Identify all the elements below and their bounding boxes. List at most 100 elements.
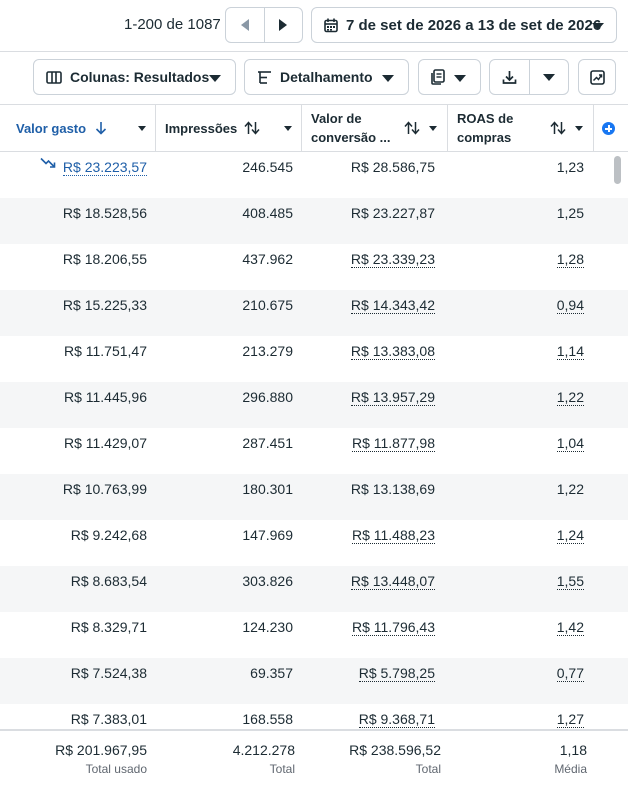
cell-impressions: 246.545 — [242, 159, 293, 175]
table-row: R$ 9.242,68 147.969 R$ 11.488,23 1,24 — [0, 520, 628, 566]
export-button-group — [489, 59, 569, 95]
table-row: R$ 18.206,55 437.962 R$ 23.339,23 1,28 — [0, 244, 628, 290]
cell-spend: R$ 7.524,38 — [70, 665, 147, 681]
header-line: conversão ... — [311, 130, 391, 145]
column-header-roas[interactable]: ROAS de compras — [448, 105, 593, 151]
cell-spend: R$ 8.329,71 — [70, 619, 147, 635]
cell-roas[interactable]: 1,14 — [556, 343, 584, 360]
breakdown-button[interactable]: Detalhamento — [244, 59, 409, 95]
cell-conversion-value[interactable]: R$ 11.796,43 — [351, 619, 435, 636]
cell-conversion-value[interactable]: R$ 11.877,98 — [351, 435, 435, 452]
cell-impressions: 210.675 — [242, 297, 293, 313]
cell-spend[interactable]: R$ 23.223,57 — [62, 159, 147, 176]
cell-conversion-value[interactable]: R$ 9.368,71 — [358, 711, 435, 728]
column-header-label: Valor de conversão ... — [311, 109, 390, 147]
total-impressions-value: 4.212.278 — [232, 742, 295, 758]
cell-roas[interactable]: 0,94 — [556, 297, 584, 314]
total-roas-label: Média — [554, 762, 587, 776]
chevron-right-icon — [279, 19, 288, 31]
trend-down-icon — [40, 157, 56, 168]
total-impressions-label: Total — [269, 762, 295, 776]
total-impressions: 4.212.278 Total — [233, 731, 295, 776]
pagination-controls — [225, 7, 303, 43]
column-header-label: ROAS de compras — [457, 109, 513, 147]
chart-button[interactable] — [578, 59, 616, 95]
cell-conversion-value[interactable]: R$ 13.383,08 — [350, 343, 435, 360]
columns-label: Colunas: Resultados — [70, 69, 210, 85]
cell-spend: R$ 18.206,55 — [62, 251, 147, 267]
cell-roas[interactable]: 1,28 — [556, 251, 584, 268]
cell-spend: R$ 18.528,56 — [62, 205, 147, 221]
cell-conversion-value[interactable]: R$ 14.343,42 — [350, 297, 435, 314]
table-row: R$ 10.763,99 180.301 R$ 13.138,69 1,22 — [0, 474, 628, 520]
breakdown-label: Detalhamento — [280, 69, 373, 85]
reports-button[interactable] — [418, 59, 481, 95]
export-button[interactable] — [490, 60, 529, 94]
column-divider[interactable] — [447, 105, 448, 151]
cell-conversion-value: R$ 23.227,87 — [350, 205, 435, 221]
cell-conversion-value[interactable]: R$ 13.957,29 — [350, 389, 435, 406]
total-spend: R$ 201.967,95 Total usado — [55, 731, 147, 776]
columns-button[interactable]: Colunas: Resultados — [33, 59, 236, 95]
cell-conversion-value[interactable]: R$ 13.448,07 — [350, 573, 435, 590]
cell-conversion-value[interactable]: R$ 11.488,23 — [351, 527, 435, 544]
sort-icon — [550, 121, 566, 135]
cell-spend: R$ 8.683,54 — [70, 573, 147, 589]
cell-conversion-value[interactable]: R$ 5.798,25 — [358, 665, 435, 682]
cell-spend: R$ 9.242,68 — [70, 527, 147, 543]
divider — [0, 51, 628, 52]
cell-roas[interactable]: 1,04 — [556, 435, 584, 452]
cell-roas[interactable]: 1,22 — [556, 389, 584, 406]
column-divider[interactable] — [301, 105, 302, 151]
cell-spend: R$ 7.383,01 — [70, 711, 147, 727]
vertical-scrollbar[interactable] — [614, 156, 621, 184]
chevron-down-icon — [209, 75, 221, 82]
table-row: R$ 8.683,54 303.826 R$ 13.448,07 1,55 — [0, 566, 628, 612]
cell-roas[interactable]: 0,77 — [556, 665, 584, 682]
cell-impressions: 287.451 — [242, 435, 293, 451]
total-roas: 1,18 Média — [554, 731, 587, 776]
sort-icon — [244, 121, 260, 135]
date-range-button[interactable]: 7 de set de 2026 a 13 de set de 2026 — [311, 7, 617, 43]
table-row: R$ 7.383,01 168.558 R$ 9.368,71 1,27 — [0, 704, 628, 729]
cell-conversion-value: R$ 13.138,69 — [350, 481, 435, 497]
cell-roas[interactable]: 1,55 — [556, 573, 584, 590]
table-row: R$ 11.751,47 213.279 R$ 13.383,08 1,14 — [0, 336, 628, 382]
column-header-spend[interactable]: Valor gasto — [0, 105, 155, 151]
table-row: R$ 11.445,96 296.880 R$ 13.957,29 1,22 — [0, 382, 628, 428]
cell-impressions: 180.301 — [242, 481, 293, 497]
previous-page-button[interactable] — [226, 8, 264, 42]
export-options-button[interactable] — [528, 60, 569, 94]
chevron-down-icon[interactable] — [429, 126, 437, 131]
top-bar: 1-200 de 1087 7 de set de 2026 a 13 de s… — [0, 0, 628, 52]
cell-roas[interactable]: 1,42 — [556, 619, 584, 636]
table-row: R$ 15.225,33 210.675 R$ 14.343,42 0,94 — [0, 290, 628, 336]
chevron-down-icon — [592, 23, 604, 30]
column-divider[interactable] — [593, 105, 594, 151]
next-page-button[interactable] — [263, 8, 303, 42]
cell-roas: 1,23 — [556, 159, 584, 175]
add-column-icon[interactable] — [602, 122, 615, 135]
breakdown-icon — [258, 70, 271, 84]
table-body: R$ 23.223,57 246.545 R$ 28.586,75 1,23 R… — [0, 152, 628, 729]
table-totals-row: R$ 201.967,95 Total usado 4.212.278 Tota… — [0, 729, 628, 805]
column-header-impressions[interactable]: Impressões — [156, 105, 300, 151]
cell-spend: R$ 10.763,99 — [62, 481, 147, 497]
cell-roas[interactable]: 1,27 — [556, 711, 584, 728]
chevron-down-icon — [382, 75, 394, 82]
column-divider[interactable] — [155, 105, 156, 151]
cell-conversion-value[interactable]: R$ 23.339,23 — [350, 251, 435, 268]
chevron-down-icon[interactable] — [138, 126, 146, 131]
cell-impressions: 296.880 — [242, 389, 293, 405]
table-row: R$ 23.223,57 246.545 R$ 28.586,75 1,23 — [0, 152, 628, 198]
column-header-label: Valor gasto — [16, 120, 87, 136]
cell-spend: R$ 11.445,96 — [63, 389, 147, 405]
chevron-down-icon[interactable] — [284, 126, 292, 131]
chevron-down-icon[interactable] — [575, 126, 583, 131]
reports-icon — [431, 69, 445, 85]
cell-roas[interactable]: 1,24 — [556, 527, 584, 544]
column-header-conversion-value[interactable]: Valor de conversão ... — [302, 105, 446, 151]
chevron-left-icon — [240, 19, 249, 31]
header-line: ROAS de — [457, 111, 514, 126]
header-line: compras — [457, 130, 512, 145]
